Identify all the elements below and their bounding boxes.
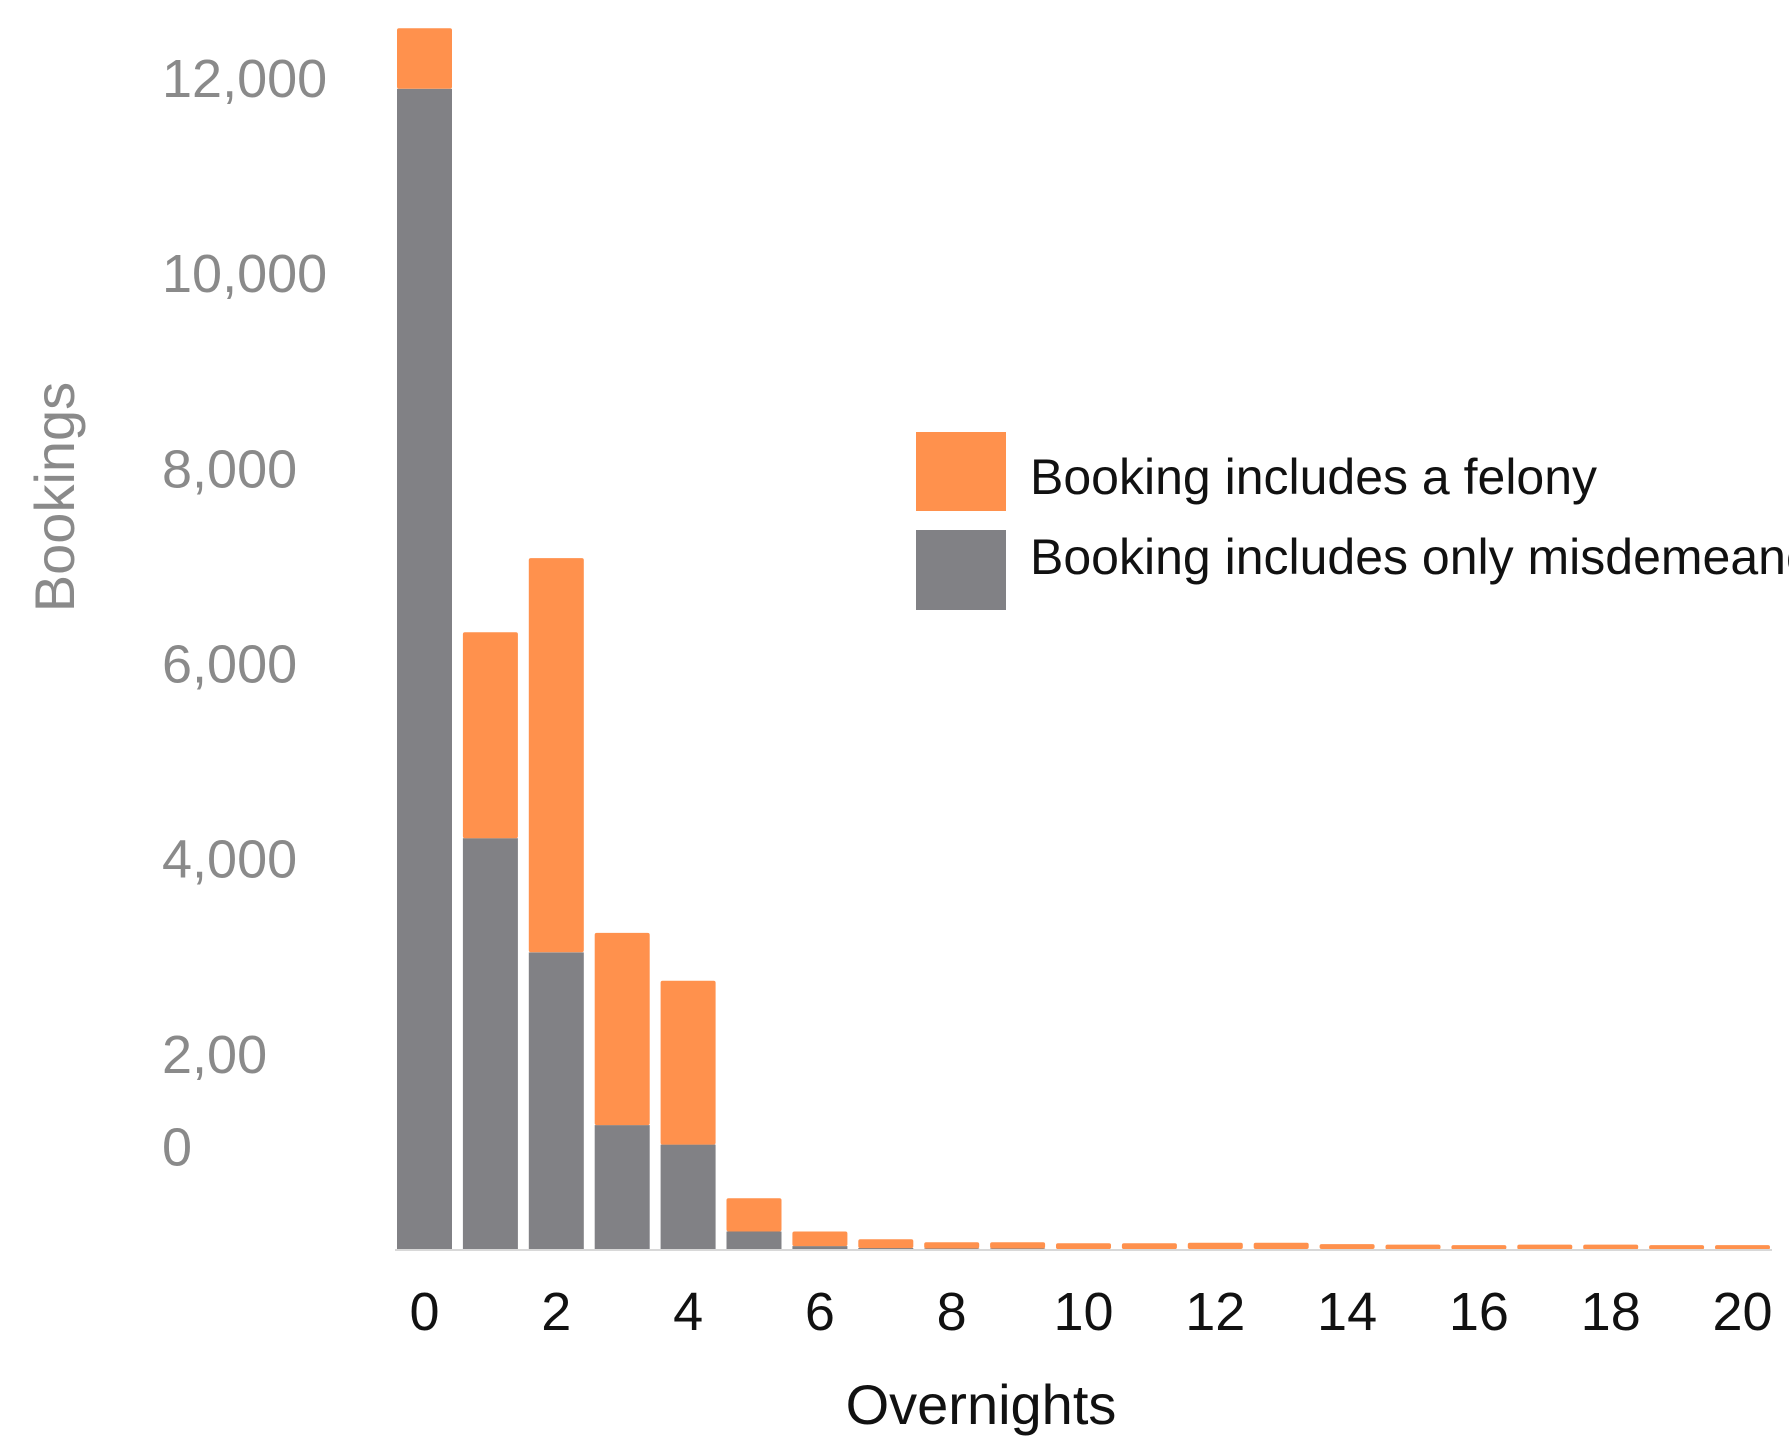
bar-misdemeanor-1 [462,838,518,1250]
bar-felony-13 [1253,1242,1309,1249]
y-tick-labels: 12,000 10,000 8,000 6,000 4,000 2,00 0 [162,49,327,1178]
bar-felony-5 [726,1198,782,1232]
bar-felony-2 [528,558,584,953]
legend-label-felony: Booking includes a felony [1030,449,1597,505]
bar-felony-20 [1715,1245,1770,1250]
y-tick-label: 12,000 [162,49,327,109]
bar-felony-3 [594,932,650,1126]
bar-misdemeanor-2 [528,952,584,1250]
bar-felony-14 [1319,1244,1375,1249]
x-tick-label: 0 [409,1282,439,1342]
x-tick-label: 4 [673,1282,703,1342]
bar-felony-7 [858,1239,914,1249]
legend-swatch-misdemeanor [916,530,1006,610]
y-axis-label: Bookings [23,382,86,612]
x-tick-label: 14 [1317,1282,1377,1342]
bar-felony-18 [1583,1244,1639,1250]
y-tick-label: 0 [162,1118,192,1178]
x-tick-labels: 0 2 4 6 8 10 12 14 16 18 20 [409,1282,1772,1342]
x-tick-label: 18 [1581,1282,1641,1342]
y-tick-label: 6,000 [162,635,297,695]
bar-felony-0 [397,28,452,89]
bar-felony-16 [1451,1245,1507,1250]
x-tick-label: 12 [1185,1282,1245,1342]
bar-felony-10 [1056,1243,1111,1250]
bar-felony-9 [990,1242,1046,1249]
bar-felony-8 [924,1242,980,1249]
x-axis-label: Overnights [846,1373,1117,1436]
bars-group [397,28,1770,1250]
bar-misdemeanor-0 [397,88,452,1250]
x-tick-label: 20 [1712,1282,1772,1342]
y-tick-label: 10,000 [162,244,327,304]
legend-label-misdemeanor: Booking includes only misdemeanors [1030,529,1789,585]
y-tick-label: 8,000 [162,439,297,499]
x-tick-label: 2 [541,1282,571,1342]
bar-misdemeanor-6 [792,1246,848,1250]
x-tick-label: 8 [937,1282,967,1342]
legend-swatch-felony [916,432,1006,511]
x-tick-label: 6 [805,1282,835,1342]
bar-misdemeanor-3 [594,1125,650,1250]
bar-misdemeanor-5 [726,1231,782,1250]
bar-felony-4 [660,980,716,1145]
bar-felony-6 [792,1231,848,1247]
bar-felony-17 [1517,1244,1573,1250]
bar-felony-15 [1385,1244,1441,1250]
bar-felony-1 [462,632,518,839]
bar-felony-11 [1121,1243,1177,1250]
bar-felony-19 [1649,1245,1705,1250]
x-tick-label: 16 [1449,1282,1509,1342]
y-tick-label: 2,00 [162,1025,267,1085]
bar-misdemeanor-4 [660,1144,716,1250]
bar-felony-12 [1187,1242,1243,1249]
x-tick-label: 10 [1053,1282,1113,1342]
legend: Booking includes a felony Booking includ… [916,432,1789,610]
y-tick-label: 4,000 [162,830,297,890]
